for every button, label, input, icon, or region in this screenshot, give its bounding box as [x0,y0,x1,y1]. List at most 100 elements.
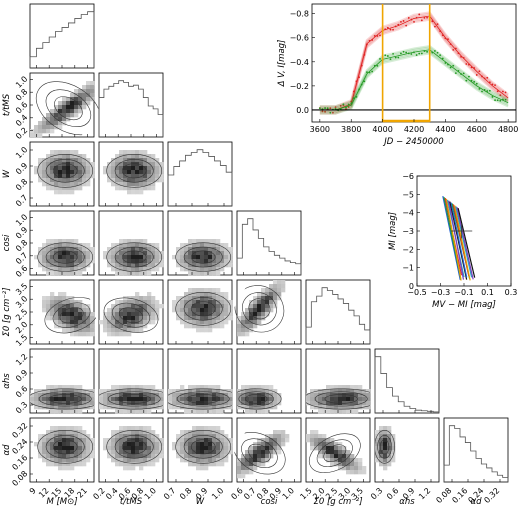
density-cell [180,308,185,313]
density-cell [204,434,209,439]
density-cell [196,409,201,414]
density-cell [383,458,388,463]
density-cell [74,271,79,276]
density-cell [257,446,262,451]
density-cell [123,182,128,187]
density-cell [237,328,242,333]
data-point [468,75,470,78]
density-cell [70,267,75,272]
density-cell [139,178,144,183]
density-cell [253,462,258,467]
density-cell [78,101,83,106]
density-cell [172,442,177,447]
density-cell [131,450,136,455]
density-cell [180,251,185,256]
density-cell [90,393,95,398]
density-cell [123,328,128,333]
density-cell [82,430,87,435]
density-cell [212,255,217,260]
density-cell [38,170,43,175]
density-cell [66,251,71,256]
density-cell [204,324,209,329]
density-cell [58,389,63,394]
density-cell [58,178,63,183]
density-cell [78,109,83,114]
density-cell [58,255,63,260]
density-cell [139,174,144,179]
contour-line [183,297,223,321]
density-cell [66,442,71,447]
contour-line [121,250,147,264]
density-cell [220,312,225,317]
density-cell [78,300,83,305]
density-cell [350,393,355,398]
density-cell [90,397,95,402]
data-point [379,58,381,60]
density-cell [208,328,213,333]
density-cell [261,288,266,293]
density-cell [70,190,75,195]
density-cell [147,430,152,435]
density-cell [135,263,140,268]
density-cell [184,255,189,260]
density-cell [143,316,148,321]
contour-line [117,394,151,404]
density-cell [50,316,55,321]
density-cell [78,174,83,179]
density-cell [387,426,392,431]
contour-line [377,435,392,459]
density-cell [200,267,205,272]
density-cell [103,389,108,394]
density-cell [375,454,380,459]
data-point [321,110,324,113]
density-cell [42,162,47,167]
density-cell [143,430,148,435]
density-cell [257,454,262,459]
density-cell [383,462,388,467]
density-cell [391,438,396,443]
corner-panel-4-4 [305,279,371,345]
density-cell [58,454,63,459]
corner-panel-4-2 [167,279,233,345]
density-cell [180,385,185,390]
density-cell [131,158,136,163]
density-cell [111,430,116,435]
density-cell [204,446,209,451]
density-cell [261,438,266,443]
density-cell [123,397,128,402]
density-cell [86,166,91,171]
density-cell [155,267,160,272]
density-cell [70,162,75,167]
density-cell [241,393,246,398]
data-point [454,47,457,50]
density-cell [310,442,315,447]
density-cell [50,182,55,187]
density-cell [131,186,136,191]
density-cell [78,389,83,394]
density-cell [115,267,120,272]
density-cell [74,154,79,159]
density-cell [99,401,104,406]
density-cell [50,255,55,260]
density-cell [273,292,278,297]
density-cell [245,466,250,471]
density-cell [188,271,193,276]
density-cell [216,446,221,451]
data-point [452,49,455,51]
density-cell [111,247,116,252]
density-cell [330,385,335,390]
density-cell [107,454,112,459]
density-cell [82,97,87,102]
density-cell [54,186,59,191]
density-cell [346,397,351,402]
density-cell [70,397,75,402]
density-cell [192,446,197,451]
density-cell [123,446,128,451]
density-cell [46,239,51,244]
density-cell [66,312,71,317]
density-cell [115,271,120,276]
data-point [397,56,400,59]
density-cell [119,438,124,443]
density-cell [50,312,55,317]
density-cell [192,239,197,244]
